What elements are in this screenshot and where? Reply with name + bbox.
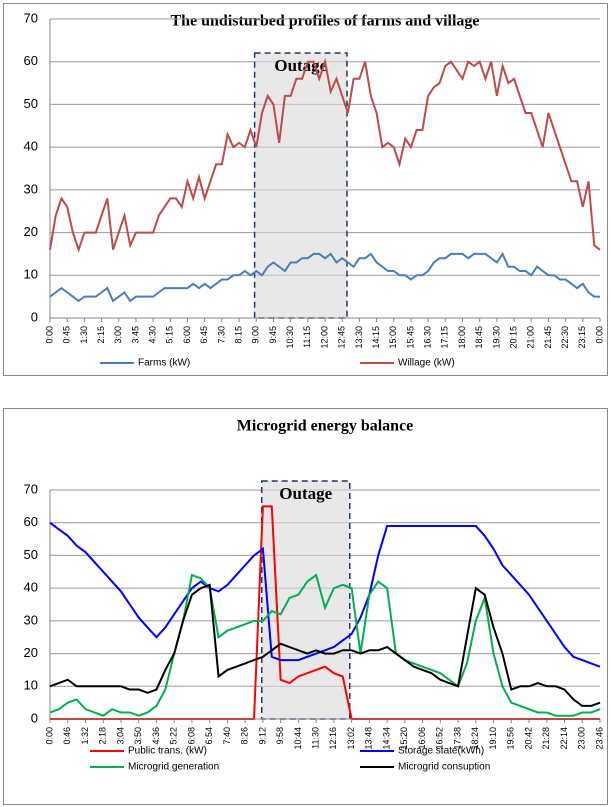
outage-box [253, 52, 348, 319]
x-tick-label: 19:30 [491, 326, 501, 349]
series-line [49, 57, 601, 253]
y-tick-label: 70 [24, 10, 38, 25]
x-tick-label: 0:00 [44, 727, 54, 745]
x-tick-label: 5:22 [169, 727, 179, 745]
legend-label: Storage state(kWh) [398, 746, 484, 757]
x-tick-label: 13:02 [346, 727, 356, 750]
x-tick-label: 4:36 [151, 727, 161, 745]
x-tick-label: 16:06 [417, 727, 427, 750]
chart-title: The undisturbed profiles of farms and vi… [170, 13, 479, 30]
x-tick-label: 6:08 [186, 727, 196, 745]
x-tick-label: 10:44 [293, 727, 303, 750]
x-tick-label: 9:45 [268, 326, 278, 344]
x-tick-label: 21:45 [543, 326, 553, 349]
x-tick-label: 15:45 [405, 326, 415, 349]
x-tick-label: 3:45 [130, 326, 140, 344]
y-tick-label: 20 [24, 645, 38, 660]
x-tick-label: 18:00 [457, 326, 467, 349]
x-tick-label: 0:46 [62, 727, 72, 745]
x-tick-label: 23:00 [577, 727, 587, 750]
legend-label: Farms (kW) [138, 358, 190, 369]
y-tick-label: 10 [24, 267, 38, 282]
x-tick-label: 9:00 [251, 326, 261, 344]
x-tick-label: 23:15 [577, 326, 587, 349]
y-tick-label: 0 [31, 710, 38, 725]
x-tick-label: 1:30 [79, 326, 89, 344]
y-tick-label: 70 [24, 481, 38, 496]
x-tick-label: 22:30 [560, 326, 570, 349]
x-tick-label: 2:18 [98, 727, 108, 745]
y-tick-label: 30 [24, 612, 38, 627]
x-tick-label: 7:30 [216, 326, 226, 344]
legend-label: Microgrid consuption [398, 762, 490, 773]
x-tick-label: 3:50 [133, 727, 143, 745]
y-tick-label: 50 [24, 547, 38, 562]
x-tick-label: 6:45 [199, 326, 209, 344]
outage-label: Outage [274, 56, 327, 75]
x-tick-label: 18:24 [470, 727, 480, 750]
x-tick-label: 17:38 [452, 727, 462, 750]
x-tick-label: 4:30 [148, 326, 158, 344]
x-tick-label: 14:15 [371, 326, 381, 349]
x-tick-label: 13:30 [354, 326, 364, 349]
x-tick-label: 0:00 [44, 326, 54, 344]
x-tick-label: 18:45 [474, 326, 484, 349]
chart-title: Microgrid energy balance [237, 418, 414, 435]
x-tick-label: 21:28 [541, 727, 551, 750]
x-tick-label: 12:45 [337, 326, 347, 349]
series-line [49, 251, 600, 303]
series-line [49, 573, 601, 717]
y-tick-label: 10 [24, 678, 38, 693]
y-tick-label: 40 [24, 580, 38, 595]
x-tick-label: 21:00 [526, 326, 536, 349]
y-tick-label: 30 [24, 181, 38, 196]
x-tick-label: 3:00 [113, 326, 123, 344]
x-tick-label: 19:56 [506, 727, 516, 750]
outage-label: Outage [279, 484, 332, 503]
x-tick-label: 22:14 [559, 727, 569, 750]
x-tick-label: 12:00 [319, 326, 329, 349]
x-tick-label: 8:26 [240, 727, 250, 745]
x-tick-label: 5:15 [165, 326, 175, 344]
legend-label: Willage (kW) [398, 358, 455, 369]
x-tick-label: 23:46 [594, 727, 604, 750]
outage-box [261, 480, 351, 720]
x-tick-label: 0:00 [594, 326, 604, 344]
series-line [49, 583, 601, 707]
y-tick-label: 50 [24, 96, 38, 111]
x-tick-label: 11:30 [311, 727, 321, 749]
y-tick-label: 60 [24, 53, 38, 68]
x-tick-label: 3:04 [115, 727, 125, 745]
x-tick-label: 15:20 [399, 727, 409, 750]
x-tick-label: 20:42 [523, 727, 533, 750]
y-tick-label: 0 [31, 309, 38, 324]
x-tick-label: 9:12 [257, 727, 267, 745]
legend-label: Microgrid generation [128, 762, 219, 773]
x-tick-label: 12:16 [328, 727, 338, 750]
x-tick-label: 11:15 [302, 326, 312, 348]
x-tick-label: 19:10 [488, 727, 498, 750]
x-tick-label: 6:54 [204, 727, 214, 745]
x-tick-label: 0:45 [62, 326, 72, 344]
x-tick-label: 9:58 [275, 727, 285, 745]
x-tick-label: 6:00 [182, 326, 192, 344]
x-tick-label: 16:52 [435, 727, 445, 750]
x-tick-label: 14:34 [381, 727, 391, 750]
y-tick-label: 20 [24, 224, 38, 239]
legend-label: Public trans. (kW) [128, 746, 207, 757]
x-tick-label: 8:15 [233, 326, 243, 344]
y-tick-label: 60 [24, 514, 38, 529]
x-tick-label: 17:15 [440, 326, 450, 349]
x-tick-label: 10:30 [285, 326, 295, 349]
x-tick-label: 13:48 [364, 727, 374, 750]
x-tick-label: 2:15 [96, 326, 106, 344]
x-tick-label: 16:30 [423, 326, 433, 349]
x-tick-label: 20:15 [508, 326, 518, 349]
x-tick-label: 7:40 [222, 727, 232, 745]
series-line [49, 521, 601, 668]
x-tick-label: 1:32 [80, 727, 90, 745]
x-tick-label: 15:00 [388, 326, 398, 349]
y-tick-label: 40 [24, 139, 38, 154]
